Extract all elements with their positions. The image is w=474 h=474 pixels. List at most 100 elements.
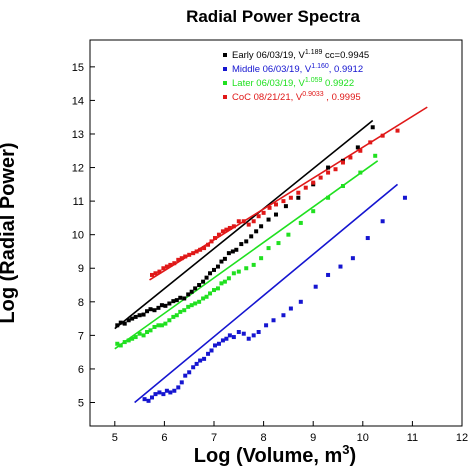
data-point-0	[174, 298, 179, 303]
data-point-1	[172, 388, 177, 393]
data-point-2	[118, 343, 123, 348]
data-point-2	[208, 291, 213, 296]
data-point-3	[194, 249, 199, 254]
data-point-1	[227, 333, 232, 338]
fit-lines	[114, 106, 428, 404]
data-point-3	[251, 219, 256, 224]
x-axis-label-main: Log (Volume, m	[194, 445, 343, 467]
data-point-1	[402, 195, 407, 200]
data-point-1	[216, 341, 221, 346]
data-point-3	[274, 202, 278, 207]
data-point-0	[197, 283, 202, 288]
data-point-1	[365, 236, 370, 241]
data-point-0	[266, 217, 271, 222]
data-point-3	[318, 175, 323, 180]
data-point-1	[183, 373, 188, 378]
data-point-3	[340, 160, 345, 165]
data-point-0	[171, 299, 176, 304]
data-point-2	[231, 271, 236, 276]
fit-line-2	[114, 160, 379, 350]
data-point-1	[350, 256, 355, 261]
data-point-2	[201, 296, 206, 301]
data-point-0	[201, 279, 206, 284]
data-point-2	[186, 304, 191, 309]
legend-entry-2: Later 06/03/19, V1.059 0.9922	[232, 77, 354, 89]
data-point-3	[358, 148, 363, 153]
data-point-2	[358, 170, 363, 175]
legend-entry-1: Middle 06/03/19, V1.160, 0.9912	[232, 63, 363, 75]
data-point-2	[251, 262, 256, 267]
data-point-1	[220, 338, 225, 343]
legend-exponent: 0.9033	[302, 91, 324, 98]
y-tick-label: 7	[78, 330, 84, 342]
x-axis-label: Log (Volume, m3)	[194, 442, 356, 467]
data-point-0	[215, 264, 220, 269]
legend-name: Middle 06/03/19, V	[232, 64, 312, 75]
data-point-0	[130, 316, 135, 321]
data-point-0	[118, 320, 123, 325]
data-point-2	[286, 232, 291, 237]
data-point-2	[266, 246, 271, 251]
x-tick-label: 6	[161, 432, 167, 444]
data-point-2	[212, 288, 216, 293]
data-point-1	[194, 361, 199, 366]
data-point-3	[380, 133, 385, 138]
data-point-3	[281, 199, 286, 204]
data-point-1	[251, 333, 256, 338]
x-tick-label: 12	[456, 432, 468, 444]
data-point-2	[148, 328, 153, 333]
data-point-2	[189, 303, 194, 308]
data-point-3	[326, 170, 331, 175]
data-point-0	[204, 275, 209, 280]
data-point-3	[212, 236, 217, 241]
data-point-1	[281, 313, 286, 318]
data-point-1	[380, 219, 385, 224]
y-axis-label: Log (Radial Power)	[0, 142, 19, 323]
data-point-2	[130, 336, 135, 341]
data-point-2	[115, 341, 120, 346]
data-point-2	[133, 335, 138, 340]
legend-exponent: 1.160	[311, 63, 329, 70]
data-point-3	[150, 272, 154, 277]
data-point-0	[148, 307, 153, 312]
data-point-3	[168, 262, 173, 267]
data-point-0	[283, 204, 288, 209]
data-point-3	[161, 266, 166, 271]
data-point-0	[212, 267, 216, 272]
data-point-2	[145, 330, 150, 335]
x-tick-label: 8	[261, 432, 267, 444]
y-tick-label: 15	[72, 62, 84, 74]
x-tick-label: 7	[211, 432, 217, 444]
data-point-3	[348, 155, 353, 160]
data-point-0	[234, 247, 239, 252]
legend: Early 06/03/19, V1.189 cc=0.9945 Middle 0…	[223, 49, 369, 103]
data-point-1	[157, 390, 162, 395]
data-point-2	[174, 313, 179, 318]
data-point-1	[224, 336, 229, 341]
data-point-3	[333, 167, 338, 172]
legend-name: Later 06/03/19, V	[232, 78, 306, 89]
data-point-0	[244, 239, 249, 244]
y-tick-label: 8	[78, 297, 84, 309]
data-point-3	[267, 205, 272, 210]
data-point-2	[226, 276, 231, 281]
data-point-3	[183, 254, 188, 259]
data-point-2	[167, 318, 172, 323]
y-tick-label: 13	[72, 129, 84, 141]
data-point-3	[395, 128, 400, 133]
data-point-2	[204, 294, 209, 299]
data-point-1	[179, 380, 184, 385]
legend-entry-3: CoC 08/21/21, V0.9033 , 0.9995	[232, 91, 361, 103]
data-point-1	[198, 358, 203, 363]
data-point-2	[340, 184, 345, 189]
data-point-3	[311, 180, 316, 185]
data-point-0	[159, 303, 164, 308]
data-point-1	[231, 335, 236, 340]
data-point-1	[146, 398, 151, 403]
data-point-0	[370, 125, 375, 130]
data-point-3	[231, 224, 236, 229]
legend-marker-3	[223, 95, 227, 99]
data-point-2	[122, 340, 127, 345]
data-point-1	[256, 330, 261, 335]
data-point-1	[187, 370, 192, 375]
